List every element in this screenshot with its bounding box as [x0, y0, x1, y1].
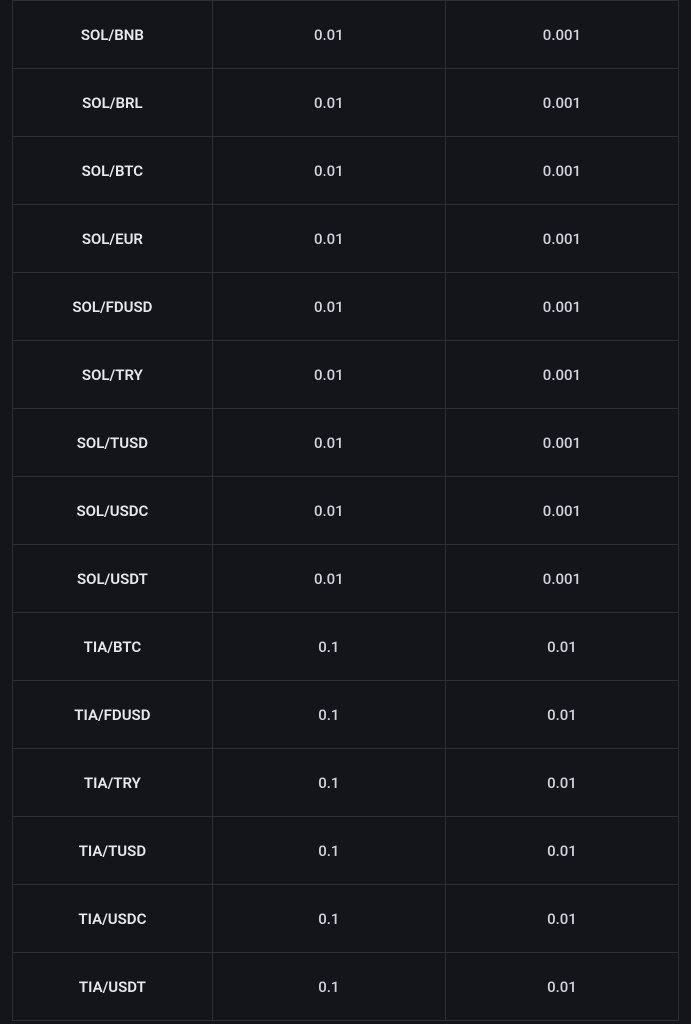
table-row[interactable]: SOL/USDC0.010.001 [13, 477, 679, 545]
pair-cell: SOL/BNB [13, 1, 213, 69]
value1-cell: 0.1 [212, 953, 445, 1021]
trading-pairs-table: SOL/BNB0.010.001SOL/BRL0.010.001SOL/BTC0… [12, 0, 679, 1021]
value1-cell: 0.1 [212, 749, 445, 817]
table-row[interactable]: SOL/EUR0.010.001 [13, 205, 679, 273]
pair-cell: SOL/USDC [13, 477, 213, 545]
value2-cell: 0.001 [445, 273, 678, 341]
pair-cell: TIA/FDUSD [13, 681, 213, 749]
pair-cell: TIA/TUSD [13, 817, 213, 885]
table-row[interactable]: TIA/TUSD0.10.01 [13, 817, 679, 885]
pair-cell: TIA/USDT [13, 953, 213, 1021]
value2-cell: 0.01 [445, 817, 678, 885]
value2-cell: 0.01 [445, 885, 678, 953]
table-row[interactable]: SOL/BNB0.010.001 [13, 1, 679, 69]
value2-cell: 0.001 [445, 409, 678, 477]
pair-cell: SOL/FDUSD [13, 273, 213, 341]
value2-cell: 0.001 [445, 137, 678, 205]
pair-cell: TIA/USDC [13, 885, 213, 953]
value1-cell: 0.01 [212, 477, 445, 545]
value1-cell: 0.1 [212, 885, 445, 953]
pair-cell: TIA/BTC [13, 613, 213, 681]
table-row[interactable]: TIA/USDT0.10.01 [13, 953, 679, 1021]
table-row[interactable]: TIA/FDUSD0.10.01 [13, 681, 679, 749]
trading-pairs-table-container: SOL/BNB0.010.001SOL/BRL0.010.001SOL/BTC0… [0, 0, 691, 1021]
table-row[interactable]: SOL/BRL0.010.001 [13, 69, 679, 137]
value1-cell: 0.1 [212, 681, 445, 749]
value1-cell: 0.01 [212, 409, 445, 477]
value2-cell: 0.01 [445, 749, 678, 817]
value1-cell: 0.01 [212, 545, 445, 613]
pair-cell: SOL/TUSD [13, 409, 213, 477]
pair-cell: SOL/BTC [13, 137, 213, 205]
value2-cell: 0.001 [445, 545, 678, 613]
value1-cell: 0.01 [212, 69, 445, 137]
value1-cell: 0.01 [212, 341, 445, 409]
table-row[interactable]: SOL/USDT0.010.001 [13, 545, 679, 613]
pair-cell: SOL/USDT [13, 545, 213, 613]
value2-cell: 0.01 [445, 613, 678, 681]
value1-cell: 0.01 [212, 137, 445, 205]
table-row[interactable]: SOL/TRY0.010.001 [13, 341, 679, 409]
value2-cell: 0.001 [445, 1, 678, 69]
table-row[interactable]: TIA/BTC0.10.01 [13, 613, 679, 681]
table-row[interactable]: SOL/BTC0.010.001 [13, 137, 679, 205]
pair-cell: TIA/TRY [13, 749, 213, 817]
value2-cell: 0.001 [445, 341, 678, 409]
table-row[interactable]: SOL/FDUSD0.010.001 [13, 273, 679, 341]
trading-pairs-tbody: SOL/BNB0.010.001SOL/BRL0.010.001SOL/BTC0… [13, 1, 679, 1021]
value2-cell: 0.001 [445, 69, 678, 137]
table-row[interactable]: SOL/TUSD0.010.001 [13, 409, 679, 477]
value2-cell: 0.001 [445, 205, 678, 273]
pair-cell: SOL/EUR [13, 205, 213, 273]
value2-cell: 0.01 [445, 681, 678, 749]
pair-cell: SOL/TRY [13, 341, 213, 409]
table-row[interactable]: TIA/USDC0.10.01 [13, 885, 679, 953]
value2-cell: 0.01 [445, 953, 678, 1021]
value1-cell: 0.01 [212, 205, 445, 273]
pair-cell: SOL/BRL [13, 69, 213, 137]
table-row[interactable]: TIA/TRY0.10.01 [13, 749, 679, 817]
value2-cell: 0.001 [445, 477, 678, 545]
value1-cell: 0.01 [212, 1, 445, 69]
value1-cell: 0.1 [212, 613, 445, 681]
value1-cell: 0.01 [212, 273, 445, 341]
value1-cell: 0.1 [212, 817, 445, 885]
